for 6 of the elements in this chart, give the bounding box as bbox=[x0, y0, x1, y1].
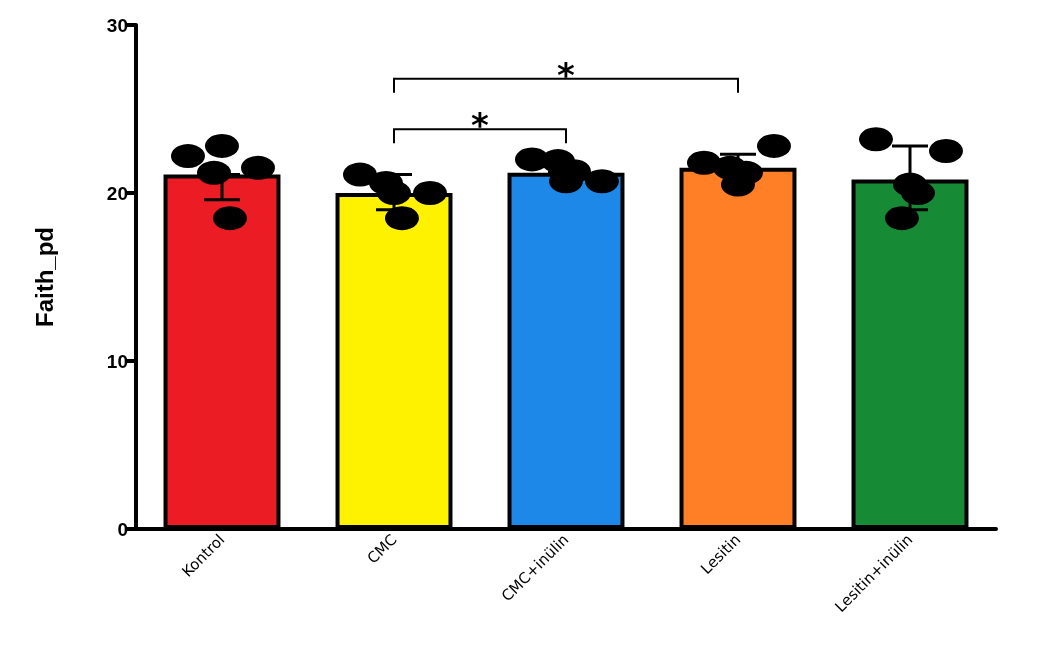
annotation: * bbox=[557, 54, 576, 95]
y-tick-label: 30 bbox=[106, 14, 128, 36]
annotation: * bbox=[471, 105, 490, 146]
y-axis-title: Faith_pd bbox=[30, 227, 58, 327]
y-tick-label: 10 bbox=[106, 350, 128, 372]
y-tick-label: 20 bbox=[106, 182, 128, 204]
